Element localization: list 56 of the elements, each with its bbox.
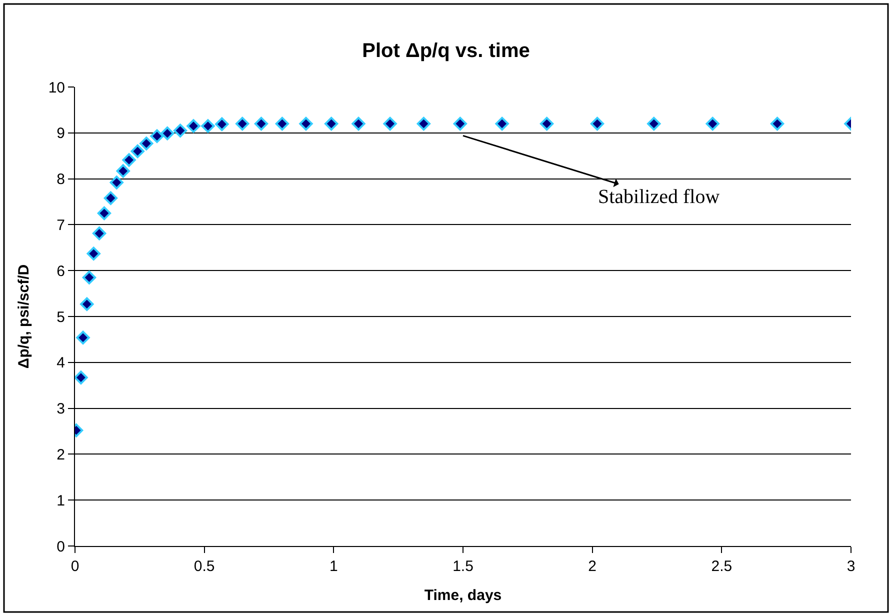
- x-tick-label: 2: [588, 558, 596, 575]
- x-tick-label: 1.5: [452, 558, 474, 575]
- point: [324, 116, 338, 131]
- y-tick-label: 9: [56, 125, 65, 142]
- x-tick-label: 0.5: [194, 558, 215, 575]
- y-tick-label: 1: [56, 492, 65, 510]
- point: [116, 164, 130, 178]
- point: [770, 116, 784, 131]
- point: [186, 119, 200, 133]
- y-axis-title: Δp/q, psi/scf/D: [16, 264, 33, 369]
- point: [140, 136, 154, 150]
- point: [80, 297, 94, 311]
- point: [275, 116, 290, 131]
- point: [299, 116, 313, 131]
- y-tick-label: 5: [56, 308, 65, 326]
- point: [352, 116, 366, 131]
- point: [453, 116, 467, 131]
- point: [104, 191, 118, 205]
- y-tick-label: 8: [56, 171, 65, 188]
- point: [82, 270, 96, 284]
- point: [416, 116, 431, 131]
- y-tick-label: 10: [48, 79, 65, 96]
- point: [383, 116, 397, 131]
- point: [130, 144, 144, 158]
- point: [92, 226, 106, 240]
- y-tick-label: 6: [56, 262, 65, 280]
- point: [97, 206, 112, 220]
- point: [647, 116, 661, 131]
- x-tick-label: 2.5: [711, 558, 732, 575]
- point: [706, 116, 720, 131]
- point: [110, 176, 124, 190]
- y-tick-label: 7: [56, 216, 65, 234]
- y-tick-label: 4: [56, 354, 65, 372]
- x-tick-label: 0: [70, 558, 80, 575]
- point: [173, 124, 188, 138]
- x-tick-label: 3: [846, 558, 856, 575]
- y-tick-label: 0: [56, 538, 65, 556]
- point: [160, 126, 174, 140]
- point: [76, 330, 90, 344]
- point: [215, 117, 229, 132]
- point: [86, 246, 100, 260]
- point: [75, 370, 88, 384]
- point: [254, 116, 268, 131]
- point: [540, 116, 554, 131]
- x-axis-title: Time, days: [424, 587, 502, 604]
- y-tick-label: 2: [56, 446, 65, 464]
- y-tick-label: 3: [56, 400, 65, 418]
- chart-title: Plot Δp/q vs. time: [362, 40, 530, 62]
- point: [236, 116, 250, 131]
- point: [590, 116, 604, 131]
- point: [150, 129, 164, 143]
- point: [495, 116, 509, 131]
- point: [201, 119, 215, 133]
- point: [122, 153, 136, 167]
- x-tick-label: 1: [330, 558, 338, 575]
- annotation: Stabilized flow: [598, 186, 720, 208]
